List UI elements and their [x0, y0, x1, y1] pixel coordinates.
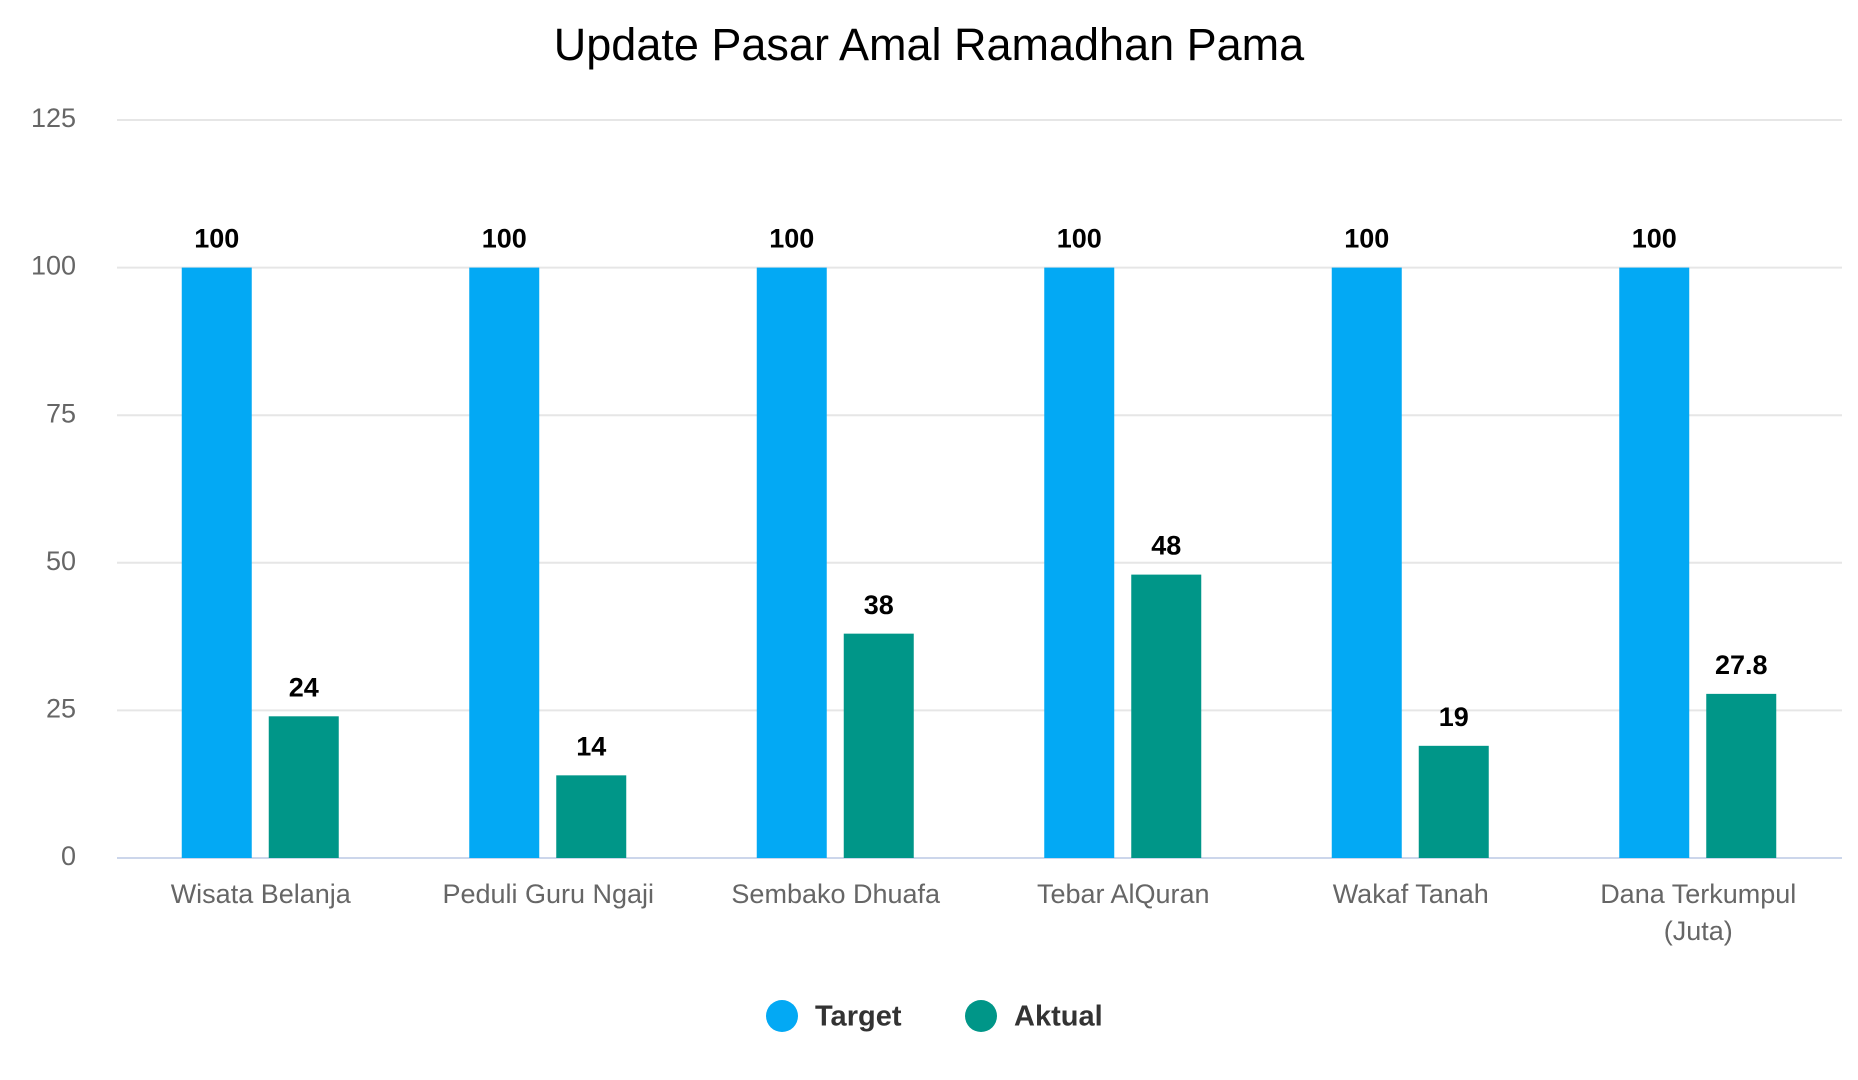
data-label: 100 — [194, 224, 239, 254]
bar — [1706, 693, 1777, 858]
x-tick-label: Wisata Belanja — [170, 879, 351, 909]
legend-label: Target — [815, 1001, 902, 1033]
data-label: 100 — [769, 224, 814, 254]
data-label: 100 — [1057, 224, 1102, 254]
x-tick-label: Tebar AlQuran — [1036, 879, 1210, 909]
bar — [469, 267, 540, 859]
y-tick-label: 50 — [46, 546, 76, 576]
x-tick-label-box: Peduli Guru Ngaji — [442, 879, 655, 909]
x-tick-label-box: Dana Terkumpul (Juta) — [1600, 879, 1797, 946]
x-tick-label: Sembako Dhuafa — [731, 879, 941, 909]
data-label: 27.8 — [1715, 650, 1768, 680]
y-tick-label: 75 — [46, 398, 76, 428]
data-label: 14 — [576, 731, 606, 761]
y-tick-label: 25 — [46, 694, 76, 724]
bar — [1619, 267, 1690, 859]
x-tick-label-box: Wakaf Tanah — [1332, 879, 1489, 909]
legend-marker — [965, 1000, 997, 1032]
chart-title: Update Pasar Amal Ramadhan Pama — [554, 19, 1305, 70]
y-tick-label: 0 — [61, 841, 76, 871]
data-label: 48 — [1151, 531, 1181, 561]
legend-marker — [766, 1000, 798, 1032]
x-tick-label-box: Tebar AlQuran — [1036, 879, 1210, 909]
x-tick-label: Wakaf Tanah — [1332, 879, 1489, 909]
y-tick-label: 125 — [31, 103, 76, 133]
bar — [268, 716, 339, 858]
bar — [181, 267, 252, 859]
bar — [756, 267, 827, 859]
data-label: 100 — [1632, 224, 1677, 254]
bar — [556, 775, 627, 858]
x-tick-label: Peduli Guru Ngaji — [442, 879, 655, 909]
bar — [1131, 574, 1202, 858]
legend-label: Aktual — [1014, 1001, 1103, 1033]
data-label: 100 — [1344, 224, 1389, 254]
bar — [1044, 267, 1115, 859]
data-label: 19 — [1439, 702, 1469, 732]
y-tick-label: 100 — [31, 251, 76, 281]
data-label: 24 — [289, 672, 319, 702]
data-label: 38 — [864, 590, 894, 620]
bar — [1418, 745, 1489, 858]
x-tick-label-box: Sembako Dhuafa — [731, 879, 941, 909]
bar — [1331, 267, 1402, 859]
x-tick-label: Dana Terkumpul (Juta) — [1600, 879, 1797, 946]
data-label: 100 — [482, 224, 527, 254]
x-tick-label-box: Wisata Belanja — [170, 879, 351, 909]
bar — [843, 633, 914, 858]
